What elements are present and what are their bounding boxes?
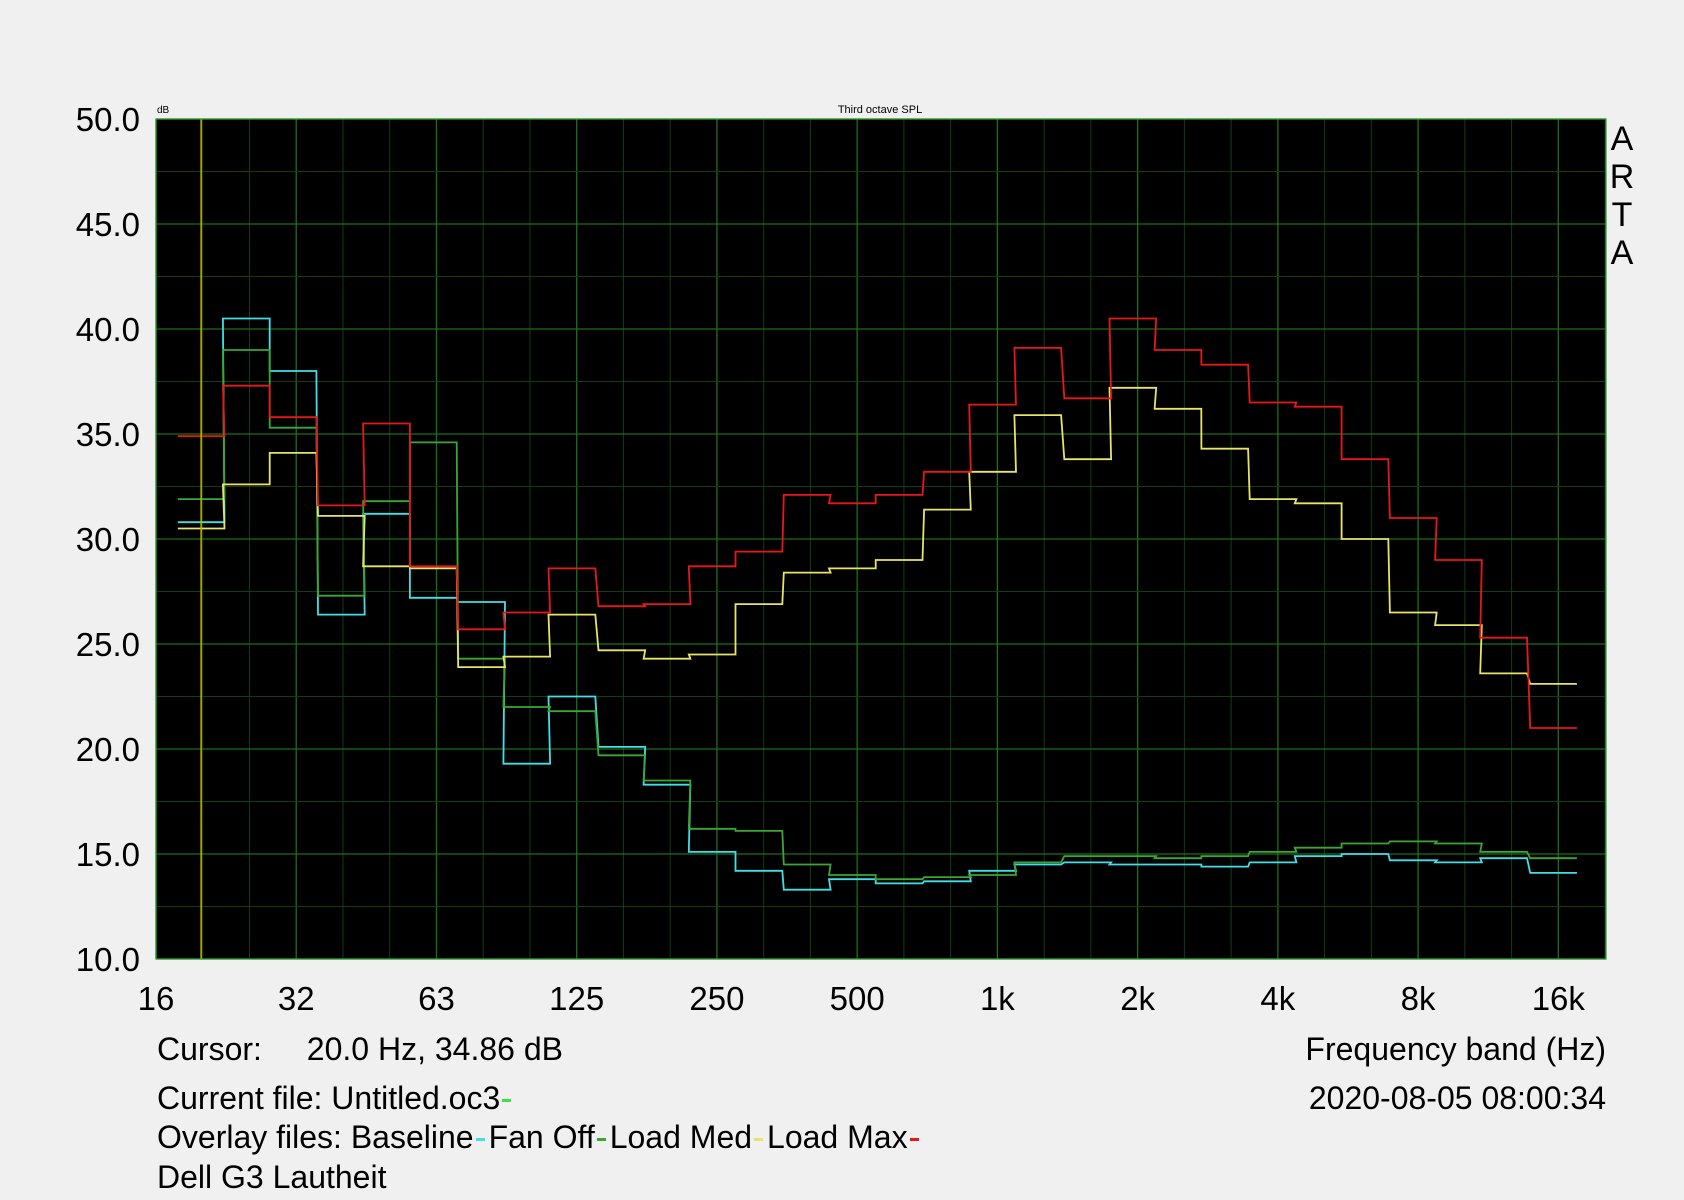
current-file: Current file: Untitled.oc3 <box>157 1080 512 1116</box>
y-tick-label: 10.0 <box>76 941 140 978</box>
overlay-item-name: Baseline <box>350 1119 474 1155</box>
y-tick-label: 40.0 <box>76 311 140 348</box>
cursor-label: Cursor: <box>157 1031 262 1067</box>
current-file-marker <box>502 1099 512 1103</box>
x-tick-label: 4k <box>1260 980 1295 1017</box>
x-tick-label: 8k <box>1401 980 1436 1017</box>
series-line-load-max <box>177 317 1577 729</box>
brand-letter: A <box>1611 234 1634 272</box>
overlay-list: Baseline Fan Off Load Med Load Max <box>351 1119 923 1155</box>
overlay-item-name: Fan Off <box>488 1119 595 1155</box>
x-tick-label: 16k <box>1532 980 1586 1017</box>
overlay-item-marker <box>596 1138 606 1142</box>
overlay-item-name: Load Max <box>767 1119 908 1155</box>
overlay-item-marker <box>754 1138 764 1142</box>
cursor-value: 20.0 Hz, 34.86 dB <box>306 1031 563 1067</box>
y-axis-unit: dB <box>157 105 170 116</box>
current-file-label: Current file: Untitled.oc3 <box>157 1080 501 1116</box>
y-tick-label: 15.0 <box>76 836 140 873</box>
overlay-files: Overlay files: Baseline Fan Off Load Med Lo… <box>157 1121 923 1153</box>
x-tick-label: 2k <box>1120 980 1155 1017</box>
x-tick-label: 125 <box>549 980 604 1017</box>
x-tick-label: 1k <box>980 980 1015 1017</box>
y-tick-label: 25.0 <box>76 626 140 663</box>
overlay-item: Baseline <box>351 1119 485 1155</box>
y-tick-label: 45.0 <box>76 206 140 243</box>
y-tick-label: 20.0 <box>76 731 140 768</box>
overlay-item-name: Load Med <box>609 1119 753 1155</box>
overlay-item: Load Max <box>767 1119 919 1155</box>
chart-title: Third octave SPL <box>838 104 922 116</box>
x-tick-label: 16 <box>138 980 175 1017</box>
overlay-item-marker <box>909 1138 919 1142</box>
plot-frame <box>155 118 1607 960</box>
y-tick-label: 30.0 <box>76 521 140 558</box>
overlay-item: Fan Off <box>489 1119 606 1155</box>
y-tick-label: 35.0 <box>76 416 140 453</box>
brand-letter: T <box>1612 196 1633 234</box>
cursor-readout: Cursor: 20.0 Hz, 34.86 dB <box>157 1033 563 1065</box>
overlay-item: Load Med <box>609 1119 764 1155</box>
x-tick-label: 500 <box>830 980 885 1017</box>
datetime: 2020-08-05 08:00:34 <box>1308 1080 1606 1116</box>
y-tick-label: 50.0 <box>76 101 140 138</box>
overlay-label: Overlay files: <box>157 1119 342 1155</box>
brand-letter: R <box>1610 158 1635 196</box>
overlay-item-marker <box>475 1138 485 1142</box>
series-line-load-med <box>177 386 1577 685</box>
x-tick-label: 250 <box>689 980 744 1017</box>
x-axis-label: Frequency band (Hz) <box>1305 1031 1606 1067</box>
x-tick-label: 63 <box>418 980 455 1017</box>
series-line-baseline <box>177 317 1577 891</box>
measurement-title: Dell G3 Lautheit <box>157 1159 387 1195</box>
x-tick-label: 32 <box>278 980 315 1017</box>
brand-letter: A <box>1611 120 1634 158</box>
